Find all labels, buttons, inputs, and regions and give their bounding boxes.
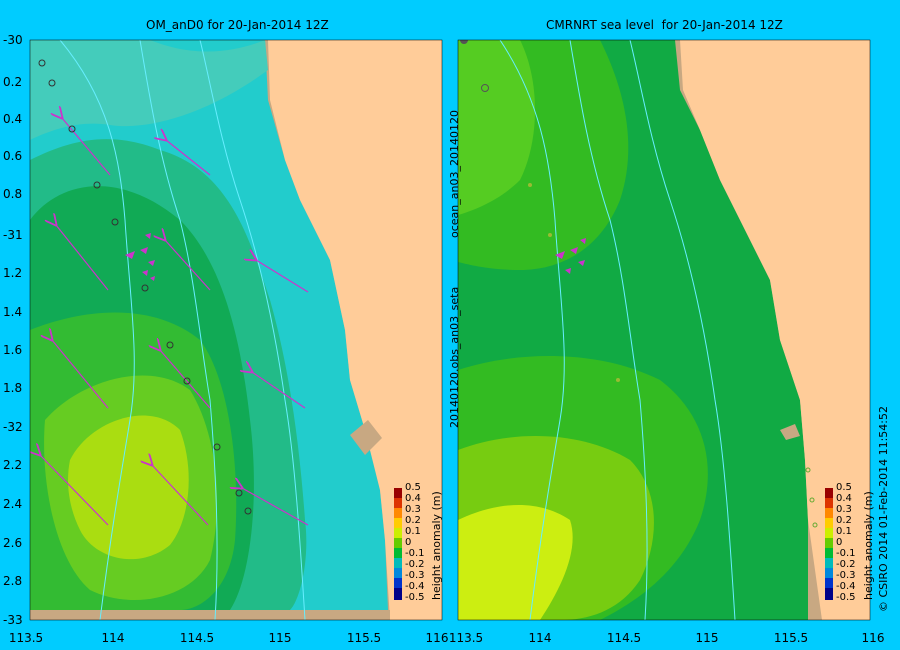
y-tick: 1.6 bbox=[3, 343, 23, 357]
left-vectors bbox=[40, 118, 309, 526]
y-tick: 2.8 bbox=[3, 574, 23, 588]
colorbar-tick: 0 bbox=[405, 537, 412, 548]
y-tick: 1.2 bbox=[3, 266, 23, 280]
credit-text: © CSIRO 2014 01-Feb-2014 11:54:52 bbox=[877, 406, 890, 612]
left-land bbox=[268, 40, 442, 620]
colorbar-tick: -0.5 bbox=[405, 592, 425, 603]
x-tick: 114 bbox=[528, 631, 552, 645]
left-colorbar-label: height anomaly (m) bbox=[430, 491, 443, 600]
y-tick: 0.6 bbox=[3, 149, 23, 163]
right-panel-title: CMRNRT sea level for 20-Jan-2014 12Z bbox=[546, 18, 783, 32]
colorbar-tick: -0.5 bbox=[836, 592, 856, 603]
colorbar-tick: 0.3 bbox=[405, 504, 421, 515]
y-tick: 0.4 bbox=[3, 112, 23, 126]
colorbar-tick: 0.5 bbox=[405, 482, 421, 493]
colorbar-tick: -0.3 bbox=[836, 570, 856, 581]
colorbar-tick: -0.2 bbox=[836, 559, 856, 570]
right-side-text-lower: 20140120.obs_an03_seta bbox=[448, 286, 461, 428]
colorbar-tick: -0.1 bbox=[405, 548, 425, 559]
left-map bbox=[30, 40, 442, 620]
right-band-yellow bbox=[458, 505, 573, 620]
y-tick: -32 bbox=[3, 420, 23, 434]
colorbar-tick: 0.3 bbox=[836, 504, 852, 515]
x-tick: 116 bbox=[861, 631, 885, 645]
vector-arrow bbox=[242, 488, 309, 526]
left-obs-markers bbox=[38, 59, 252, 515]
vector-arrow bbox=[62, 118, 111, 176]
vector-arrow bbox=[252, 372, 306, 409]
right-side-text-upper: ocean_an03_20140120 bbox=[448, 110, 461, 238]
y-tick: 0.8 bbox=[3, 187, 23, 201]
right-band-upper-light bbox=[458, 40, 535, 215]
vector-arrow bbox=[56, 225, 109, 291]
y-tick: 0.2 bbox=[3, 75, 23, 89]
right-land bbox=[680, 40, 870, 620]
y-tick: -33 bbox=[3, 613, 23, 627]
left-vector-cluster bbox=[125, 233, 155, 281]
x-tick: 115.5 bbox=[346, 631, 382, 645]
right-colorbar bbox=[825, 488, 833, 600]
vector-arrow bbox=[52, 340, 109, 409]
colorbar-tick: 0.4 bbox=[405, 493, 421, 504]
left-frame bbox=[29, 39, 443, 621]
x-tick: 114.5 bbox=[606, 631, 642, 645]
right-obs-markers bbox=[460, 40, 818, 528]
vector-arrow bbox=[165, 240, 211, 291]
left-contour-1 bbox=[59, 40, 135, 620]
x-tick: 114 bbox=[101, 631, 125, 645]
x-tick: 115.5 bbox=[773, 631, 809, 645]
left-contour-3 bbox=[199, 40, 306, 620]
x-tick: 113.5 bbox=[8, 631, 44, 645]
left-band-yellowgreen bbox=[68, 415, 189, 560]
x-tick: 114.5 bbox=[179, 631, 215, 645]
colorbar-tick: -0.4 bbox=[836, 581, 856, 592]
right-map bbox=[458, 40, 870, 620]
right-vector-cluster bbox=[555, 238, 586, 274]
colorbar-tick: -0.2 bbox=[405, 559, 425, 570]
left-panel-title: OM_anD0 for 20-Jan-2014 12Z bbox=[146, 18, 329, 32]
colorbar-tick: -0.1 bbox=[836, 548, 856, 559]
y-tick: 2.6 bbox=[3, 536, 23, 550]
right-colorbar-label: height anomaly (m) bbox=[862, 491, 875, 600]
colorbar-tick: -0.3 bbox=[405, 570, 425, 581]
left-bottom-shelf bbox=[30, 610, 390, 620]
x-tick: 116 bbox=[425, 631, 449, 645]
vector-arrow bbox=[166, 140, 211, 176]
y-tick: 1.8 bbox=[3, 381, 23, 395]
left-island bbox=[350, 420, 382, 455]
colorbar-tick: 0.4 bbox=[836, 493, 852, 504]
vector-arrow bbox=[256, 260, 309, 293]
colorbar-tick: 0.1 bbox=[405, 526, 421, 537]
y-tick: 1.4 bbox=[3, 305, 23, 319]
x-tick: 115 bbox=[695, 631, 719, 645]
colorbar-tick: 0.2 bbox=[836, 515, 852, 526]
vector-arrow bbox=[152, 465, 209, 526]
x-tick: 115 bbox=[268, 631, 292, 645]
vector-arrow bbox=[40, 455, 109, 526]
y-tick: -31 bbox=[3, 228, 23, 242]
colorbar-tick: 0.1 bbox=[836, 526, 852, 537]
x-tick: 113.5 bbox=[448, 631, 484, 645]
y-tick: -30 bbox=[3, 33, 23, 47]
colorbar-tick: 0.2 bbox=[405, 515, 421, 526]
colorbar-tick: -0.4 bbox=[405, 581, 425, 592]
y-tick: 2.2 bbox=[3, 458, 23, 472]
y-tick: 2.4 bbox=[3, 497, 23, 511]
left-colorbar bbox=[394, 488, 402, 600]
colorbar-tick: 0 bbox=[836, 537, 843, 548]
colorbar-tick: 0.5 bbox=[836, 482, 852, 493]
